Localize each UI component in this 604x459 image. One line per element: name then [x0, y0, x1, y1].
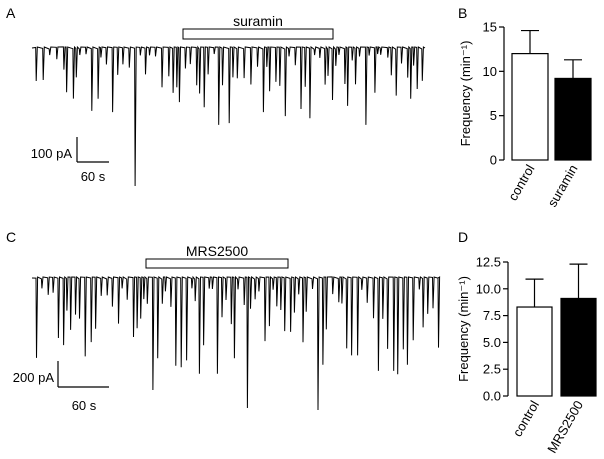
- scale-bar-c: 200 pA 60 s: [13, 361, 109, 413]
- bar-suramin: [554, 77, 592, 161]
- y-tick-label: 5.0: [483, 335, 501, 350]
- panel-a: A suramin 100 pA 60 s: [6, 5, 426, 187]
- panel-letter-d: D: [458, 229, 468, 245]
- bar-control: [516, 306, 553, 397]
- y-tick-label: 0: [490, 153, 497, 168]
- category-label: control: [505, 162, 538, 203]
- y-tick-label: 2.5: [483, 362, 501, 377]
- drug-application-bar-a: [182, 28, 334, 40]
- drug-label-a: suramin: [233, 13, 283, 29]
- scale-x-label-a: 60 s: [81, 169, 106, 184]
- current-trace-a: [31, 45, 426, 187]
- y-tick-label: 5: [490, 108, 497, 123]
- y-tick-label: 12.5: [476, 255, 501, 270]
- drug-application-bar-c: [145, 258, 289, 269]
- scale-x-label-c: 60 s: [72, 398, 97, 413]
- scale-bar-a: 100 pA 60 s: [31, 137, 109, 184]
- panel-letter-b: B: [458, 5, 467, 21]
- scale-y-label-c: 200 pA: [13, 370, 55, 385]
- scale-y-label-a: 100 pA: [31, 146, 73, 161]
- category-label: control: [510, 398, 543, 439]
- y-tick-label: 7.5: [483, 308, 501, 323]
- drug-label-c: MRS2500: [186, 243, 248, 259]
- y-tick-label: 0.0: [483, 389, 501, 404]
- y-axis-label: Frequency (min⁻¹): [458, 41, 473, 147]
- bar-mrs2500: [560, 297, 597, 397]
- y-tick-label: 10.0: [476, 281, 501, 296]
- bar-chart-b: B 0 5 10 15 Frequency (min⁻¹) control suramin: [458, 5, 592, 210]
- current-trace-c: [31, 275, 441, 411]
- panel-letter-a: A: [6, 5, 16, 21]
- category-label: MRS2500: [544, 398, 586, 456]
- bar-control: [511, 52, 549, 161]
- panel-letter-c: C: [6, 229, 16, 245]
- y-tick-label: 15: [483, 20, 497, 35]
- bar-chart-d: D 0.0 2.5 5.0 7.5 10.0 12.5 Frequency (min⁻¹) c…: [456, 229, 597, 456]
- category-label: suramin: [544, 162, 580, 210]
- y-tick-label: 10: [483, 64, 497, 79]
- panel-c: C MRS2500 200 pA 60 s: [6, 229, 441, 413]
- y-axis-label: Frequency (min⁻¹): [456, 276, 471, 382]
